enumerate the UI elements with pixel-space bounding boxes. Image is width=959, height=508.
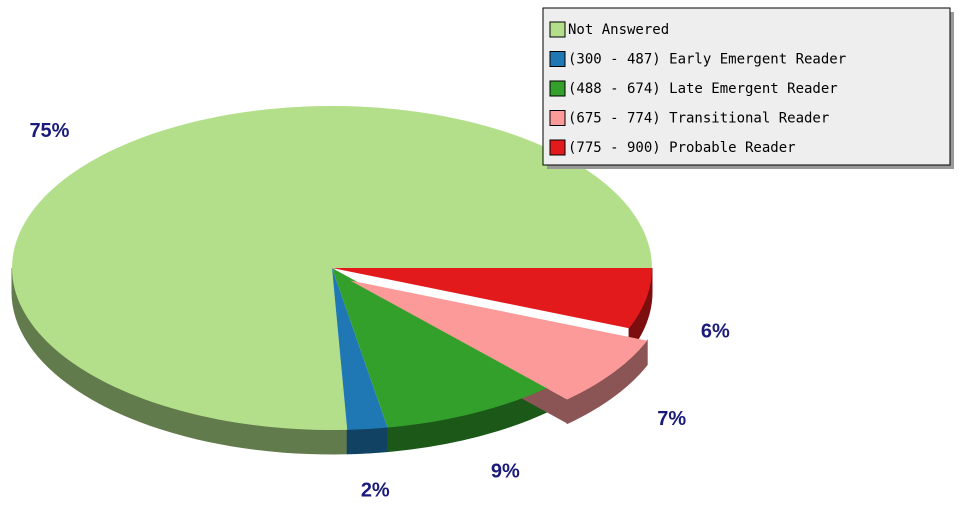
pie-tops — [12, 106, 652, 430]
data-label: 6% — [701, 321, 730, 343]
pie-slice — [332, 268, 550, 428]
data-label: 7% — [657, 408, 686, 430]
legend-label: Not Answered — [568, 22, 669, 38]
legend: Not Answered (300 - 487) Early Emergent R… — [549, 21, 846, 156]
legend-label: (675 - 774) Transitional Reader — [568, 111, 829, 127]
data-label: 9% — [491, 460, 520, 482]
data-label: 75% — [29, 120, 69, 142]
pie-side — [566, 339, 648, 425]
legend-swatch — [549, 139, 566, 156]
legend-label: (488 - 674) Late Emergent Reader — [568, 81, 838, 97]
data-label: 2% — [361, 480, 390, 502]
legend-swatch — [549, 80, 566, 97]
data-labels: 75% 2% 9% 7% 6% — [29, 120, 730, 502]
pie-slice — [332, 268, 652, 329]
pie-side — [628, 267, 653, 354]
legend-label: (775 - 900) Probable Reader — [568, 140, 796, 156]
pie-side — [346, 426, 389, 455]
legend-swatch — [549, 110, 566, 126]
legend-box — [542, 7, 951, 166]
pie-slice — [332, 268, 388, 430]
legend-label: (300 - 487) Early Emergent Reader — [568, 52, 846, 68]
pie-slice — [350, 280, 648, 400]
legend-swatch — [549, 51, 566, 67]
legend-swatch — [549, 21, 566, 38]
